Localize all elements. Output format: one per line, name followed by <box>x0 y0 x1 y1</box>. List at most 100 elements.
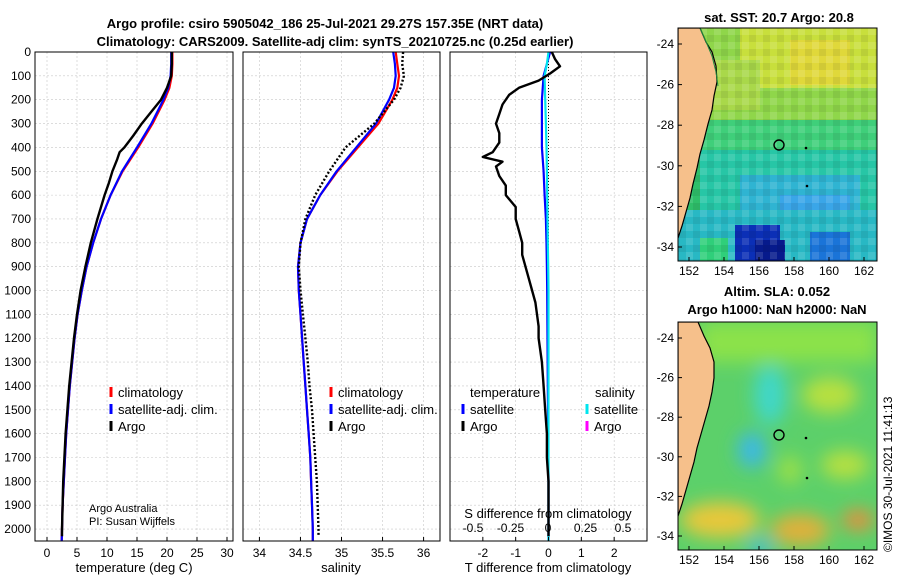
depth-tick-label: 1000 <box>4 284 31 298</box>
difference-s-ticks: -0.5 -0.25 0 0.25 0.5 <box>463 521 632 535</box>
depth-tick-label: 700 <box>11 212 31 226</box>
s-tick-label: 0 <box>545 521 552 535</box>
legend-s-argo-label: Argo <box>594 419 621 434</box>
depth-tick-label: 900 <box>11 260 31 274</box>
temperature-series <box>60 52 174 541</box>
depth-tick-label: 200 <box>11 93 31 107</box>
series-salinity-satellite <box>543 52 550 541</box>
depth-tick-label: 300 <box>11 117 31 131</box>
lat-tick-label: -32 <box>657 199 675 213</box>
temperature-x-label: temperature (deg C) <box>75 560 192 575</box>
x-tick-label: -2 <box>477 546 488 560</box>
temperature-legend: climatology satellite-adj. clim. Argo <box>109 385 218 434</box>
x-tick-label: 20 <box>160 546 174 560</box>
depth-tick-label: 800 <box>11 236 31 250</box>
x-tick-label: 1 <box>578 546 585 560</box>
lat-tick-label: -24 <box>657 331 675 345</box>
depth-tick-label: 1500 <box>4 403 31 417</box>
s-tick-label: 0.25 <box>574 521 598 535</box>
credit-line2: PI: Susan Wijffels <box>89 516 175 528</box>
x-tick-label: 35.5 <box>371 546 395 560</box>
legend-t-argo-label: Argo <box>470 419 497 434</box>
salinity-grid <box>243 51 440 541</box>
depth-tick-label: 1100 <box>5 307 31 321</box>
legend-t-title: temperature <box>470 385 540 400</box>
lon-tick-label: 162 <box>854 553 874 567</box>
depth-tick-label: 500 <box>11 164 31 178</box>
difference-x-ticks: -2 -1 0 1 2 <box>477 537 618 560</box>
lon-tick-label: 152 <box>679 264 699 278</box>
sst-shelf-contour <box>699 28 719 87</box>
temperature-axes-box <box>34 51 234 542</box>
depth-tick-label: 600 <box>11 188 31 202</box>
salinity-series <box>296 52 406 541</box>
lat-tick-label: -30 <box>657 159 675 173</box>
depth-tick-label: 2000 <box>4 522 31 536</box>
sla-float-marker <box>773 429 785 441</box>
salinity-x-label: salinity <box>321 560 361 575</box>
legend-s-argo-label: Argo <box>338 419 365 434</box>
sla-lon-ticks: 152 154 156 158 160 162 <box>679 546 874 567</box>
lon-tick-label: 154 <box>714 264 734 278</box>
lat-tick-label: -26 <box>657 371 675 385</box>
sst-map: sat. SST: 20.7 Argo: 20.8 -24 -26 -28 -30 -3… <box>657 10 878 278</box>
t-difference-label: T difference from climatology <box>465 560 632 575</box>
series-satellite-adj-clim- <box>296 52 397 541</box>
depth-tick-label: 1900 <box>4 498 31 512</box>
difference-legend: temperature satellite Argo salinity sate… <box>461 385 638 434</box>
sst-coastline <box>678 28 718 239</box>
depth-tick-label: 1600 <box>4 427 31 441</box>
salinity-legend: climatology satellite-adj. clim. Argo <box>329 385 438 434</box>
lon-tick-label: 162 <box>854 264 874 278</box>
lat-tick-label: -24 <box>657 37 675 51</box>
x-tick-label: 34.5 <box>289 546 313 560</box>
lat-tick-label: -26 <box>657 78 675 92</box>
s-tick-label: 0.5 <box>615 521 632 535</box>
lon-tick-label: 160 <box>819 264 839 278</box>
temperature-panel: 0 5 10 15 20 25 30 0 100 200 300 400 500 600 700 800 90… <box>4 45 234 575</box>
x-tick-label: 25 <box>190 546 204 560</box>
lat-tick-label: -30 <box>657 450 675 464</box>
depth-tick-label: 1300 <box>4 355 31 369</box>
figure-title-line2: Climatology: CARS2009. Satellite-adj cli… <box>97 34 574 49</box>
lat-tick-label: -28 <box>657 118 675 132</box>
x-tick-label: 35 <box>335 546 349 560</box>
lat-tick-label: -34 <box>657 529 675 543</box>
legend-s-title: salinity <box>595 385 635 400</box>
lat-tick-label: -32 <box>657 489 675 503</box>
legend-argo-label: Argo <box>118 419 145 434</box>
depth-y-ticks: 0 100 200 300 400 500 600 700 800 900 1000 1100 1200… <box>4 45 31 536</box>
x-tick-label: 10 <box>100 546 114 560</box>
depth-tick-label: 400 <box>11 140 31 154</box>
depth-tick-label: 1800 <box>4 474 31 488</box>
depth-tick-label: 1700 <box>4 451 31 465</box>
series-temperature-argo <box>481 52 562 537</box>
depth-tick-label: 1200 <box>4 331 31 345</box>
legend-s-satellite-label: satellite <box>594 402 638 417</box>
sst-lat-ticks: -24 -26 -28 -30 -32 -34 <box>657 37 682 254</box>
lon-tick-label: 156 <box>749 264 769 278</box>
x-tick-label: 34 <box>253 546 267 560</box>
s-difference-label: S difference from climatology <box>464 506 632 521</box>
sla-lat-ticks: -24 -26 -28 -30 -32 -34 <box>657 331 682 543</box>
x-tick-label: 0 <box>44 546 51 560</box>
s-tick-label: -0.25 <box>497 521 525 535</box>
depth-tick-label: 100 <box>11 69 31 83</box>
x-tick-label: 36 <box>417 546 431 560</box>
figure-title-line1: Argo profile: csiro 5905042_186 25-Jul-2… <box>107 16 543 31</box>
x-tick-label: 0 <box>545 546 552 560</box>
sla-map-title1: Altim. SLA: 0.052 <box>724 284 830 299</box>
imos-watermark: ©IMOS 30-Jul-2021 11:41:13 <box>881 396 895 552</box>
depth-tick-label: 0 <box>24 45 31 59</box>
lon-tick-label: 160 <box>819 553 839 567</box>
x-tick-label: 2 <box>611 546 618 560</box>
x-tick-label: -1 <box>510 546 521 560</box>
series-argo <box>297 52 406 537</box>
lat-tick-label: -34 <box>657 240 675 254</box>
sla-map: Altim. SLA: 0.052 Argo h1000: NaN h2000:… <box>657 284 878 567</box>
legend-satclim-label: satellite-adj. clim. <box>118 402 218 417</box>
lon-tick-label: 158 <box>784 264 804 278</box>
difference-panel: -2 -1 0 1 2 -0.5 -0.25 0 0.25 0.5 S difference f… <box>449 51 648 575</box>
sst-map-title: sat. SST: 20.7 Argo: 20.8 <box>704 10 854 25</box>
